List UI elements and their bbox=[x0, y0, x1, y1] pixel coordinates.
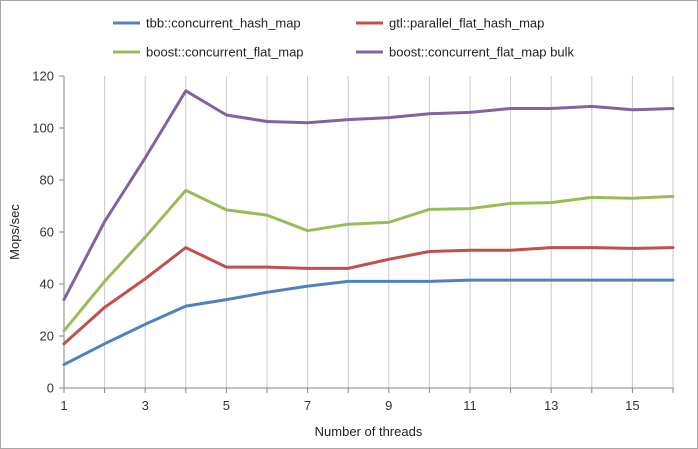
legend-label-1: tbb::concurrent_hash_map bbox=[146, 16, 301, 31]
legend-label-3: boost::concurrent_flat_map bbox=[146, 45, 304, 60]
x-tick-label: 11 bbox=[463, 398, 477, 413]
series-line-1 bbox=[62, 278, 675, 367]
x-tick-label: 3 bbox=[142, 398, 149, 413]
y-tick-label: 40 bbox=[40, 277, 54, 292]
y-tick-label: 60 bbox=[40, 225, 54, 240]
series-lines bbox=[62, 89, 675, 367]
series-line-4 bbox=[62, 89, 675, 302]
legend-label-2: gtl::parallel_flat_hash_map bbox=[389, 16, 544, 31]
y-tick-label: 80 bbox=[40, 173, 54, 188]
x-tick-label: 9 bbox=[385, 398, 392, 413]
x-tick-label: 13 bbox=[544, 398, 558, 413]
x-axis-title: Number of threads bbox=[315, 424, 423, 439]
y-tick-label: 0 bbox=[47, 381, 54, 396]
legend: tbb::concurrent_hash_map gtl::parallel_fl… bbox=[113, 16, 574, 60]
y-axis-title: Mops/sec bbox=[7, 204, 22, 260]
series-line-3 bbox=[62, 188, 675, 333]
y-tick-label: 120 bbox=[32, 69, 54, 84]
x-tick-label: 15 bbox=[625, 398, 639, 413]
y-tick-label: 100 bbox=[32, 121, 54, 136]
x-tick-label: 7 bbox=[304, 398, 311, 413]
x-tick-label: 5 bbox=[223, 398, 230, 413]
axes bbox=[59, 75, 674, 393]
y-tick-label: 20 bbox=[40, 329, 54, 344]
legend-label-4: boost::concurrent_flat_map bulk bbox=[389, 45, 574, 60]
x-tick-label: 1 bbox=[60, 398, 67, 413]
grid-lines bbox=[104, 76, 674, 388]
series-line-2 bbox=[62, 246, 675, 346]
